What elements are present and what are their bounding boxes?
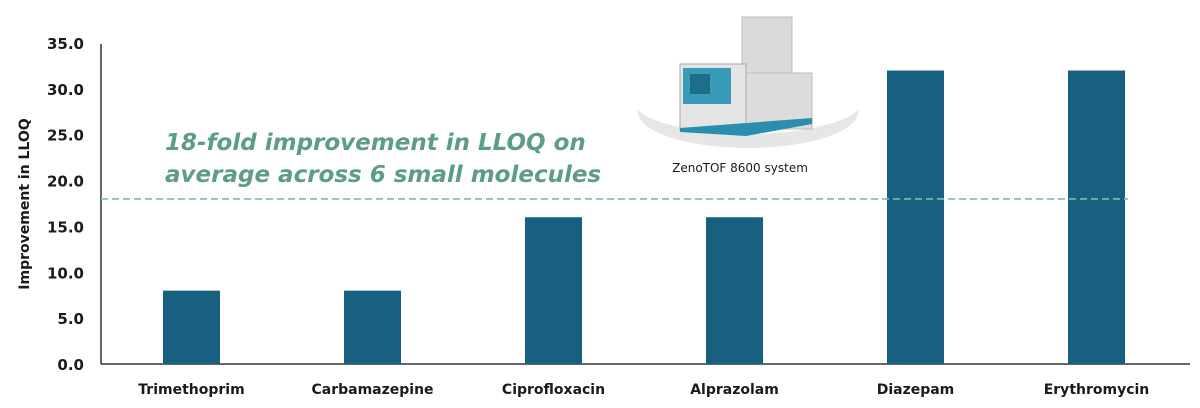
bars <box>163 70 1125 364</box>
y-axis-label: Improvement in LLOQ <box>17 118 33 289</box>
bar-erythromycin <box>1068 70 1125 364</box>
x-tick-label: Carbamazepine <box>311 382 433 398</box>
x-axis-categories: Trimethoprim Carbamazepine Ciprofloxacin Al… <box>138 382 1149 398</box>
y-tick-label: 10.0 <box>47 264 84 282</box>
annotation-line-2: average across 6 small molecules <box>165 162 601 188</box>
bar-trimethoprim <box>163 290 220 364</box>
x-tick-label: Ciprofloxacin <box>502 382 605 398</box>
y-tick-label: 0.0 <box>57 356 84 374</box>
bar-alprazolam <box>706 217 763 364</box>
bar-carbamazepine <box>344 290 401 364</box>
y-tick-label: 25.0 <box>47 127 84 145</box>
y-tick-label: 35.0 <box>47 35 84 53</box>
zenotof-instrument-image <box>633 16 863 148</box>
y-axis-ticks: 0.0 5.0 10.0 15.0 20.0 25.0 30.0 35.0 <box>47 35 84 374</box>
y-tick-label: 15.0 <box>47 218 84 236</box>
bar-ciprofloxacin <box>525 217 582 364</box>
instrument-caption: ZenoTOF 8600 system <box>672 161 808 175</box>
annotation-line-1: 18-fold improvement in LLOQ on <box>165 130 586 156</box>
y-tick-label: 5.0 <box>57 310 84 328</box>
y-tick-label: 30.0 <box>47 81 84 99</box>
x-tick-label: Erythromycin <box>1044 382 1150 398</box>
bar-diazepam <box>887 70 944 364</box>
x-tick-label: Diazepam <box>877 382 955 398</box>
y-tick-label: 20.0 <box>47 173 84 191</box>
x-tick-label: Alprazolam <box>690 382 779 398</box>
x-tick-label: Trimethoprim <box>138 382 244 398</box>
